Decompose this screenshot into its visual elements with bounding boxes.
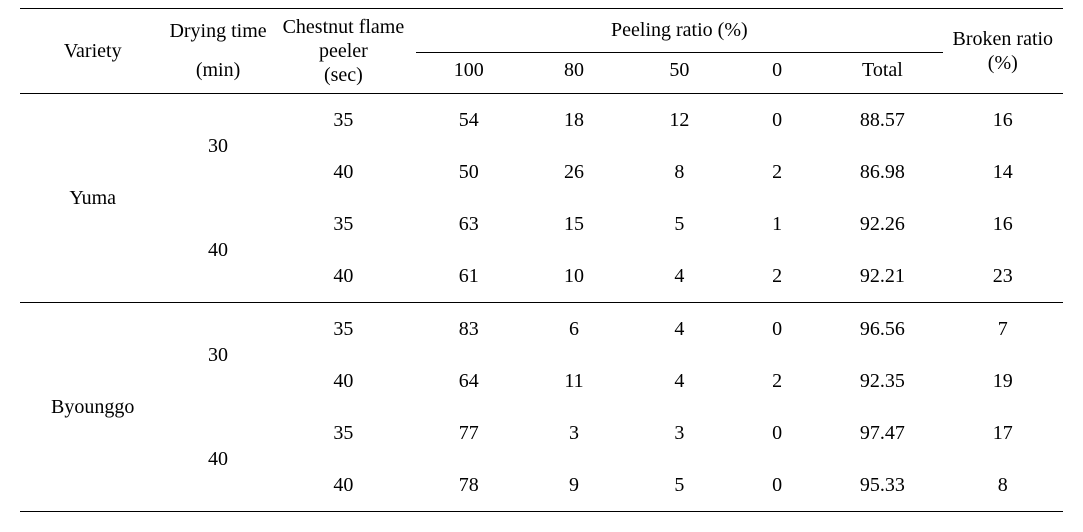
cell-p0: 0 bbox=[732, 407, 822, 459]
cell-total: 86.98 bbox=[822, 146, 942, 198]
table-row: 40 35 63 15 5 1 92.26 16 bbox=[20, 198, 1063, 250]
col-peeling-0: 0 bbox=[732, 52, 822, 93]
cell-p50: 5 bbox=[627, 459, 732, 512]
col-drying-time-label: Drying time bbox=[165, 9, 270, 53]
col-broken-unit: (%) bbox=[988, 52, 1018, 74]
cell-p80: 3 bbox=[521, 407, 626, 459]
table-row: 40 35 77 3 3 0 97.47 17 bbox=[20, 407, 1063, 459]
cell-p50: 4 bbox=[627, 355, 732, 407]
cell-p50: 4 bbox=[627, 250, 732, 303]
cell-broken: 16 bbox=[943, 94, 1063, 147]
cell-p0: 2 bbox=[732, 146, 822, 198]
cell-p80: 15 bbox=[521, 198, 626, 250]
cell-p50: 4 bbox=[627, 303, 732, 356]
cell-broken: 23 bbox=[943, 250, 1063, 303]
cell-p0: 2 bbox=[732, 250, 822, 303]
cell-p0: 0 bbox=[732, 459, 822, 512]
table-container: Variety Drying time Chestnut flame peele… bbox=[0, 0, 1083, 532]
cell-p100: 77 bbox=[416, 407, 521, 459]
col-peeling-50: 50 bbox=[627, 52, 732, 93]
cell-p80: 6 bbox=[521, 303, 626, 356]
cell-peeler: 40 bbox=[271, 250, 416, 303]
cell-p0: 0 bbox=[732, 303, 822, 356]
peeling-table: Variety Drying time Chestnut flame peele… bbox=[20, 8, 1063, 512]
cell-peeler: 35 bbox=[271, 198, 416, 250]
cell-p100: 83 bbox=[416, 303, 521, 356]
table-row: Yuma 30 35 54 18 12 0 88.57 16 bbox=[20, 94, 1063, 147]
cell-total: 95.33 bbox=[822, 459, 942, 512]
cell-p50: 5 bbox=[627, 198, 732, 250]
cell-total: 88.57 bbox=[822, 94, 942, 147]
cell-peeler: 40 bbox=[271, 146, 416, 198]
cell-p100: 78 bbox=[416, 459, 521, 512]
cell-total: 92.21 bbox=[822, 250, 942, 303]
cell-total: 96.56 bbox=[822, 303, 942, 356]
cell-p0: 1 bbox=[732, 198, 822, 250]
cell-p80: 18 bbox=[521, 94, 626, 147]
cell-peeler: 35 bbox=[271, 94, 416, 147]
cell-variety: Byounggo bbox=[20, 303, 165, 512]
cell-broken: 17 bbox=[943, 407, 1063, 459]
cell-broken: 14 bbox=[943, 146, 1063, 198]
cell-drying-time: 40 bbox=[165, 407, 270, 512]
cell-drying-time: 30 bbox=[165, 94, 270, 199]
col-broken-header: Broken ratio (%) bbox=[943, 9, 1063, 94]
cell-broken: 8 bbox=[943, 459, 1063, 512]
cell-peeler: 40 bbox=[271, 459, 416, 512]
cell-variety: Yuma bbox=[20, 94, 165, 303]
col-variety: Variety bbox=[20, 9, 165, 94]
col-peeler-header: Chestnut flame peeler (sec) bbox=[271, 9, 416, 94]
cell-p50: 12 bbox=[627, 94, 732, 147]
cell-p80: 9 bbox=[521, 459, 626, 512]
cell-peeler: 35 bbox=[271, 303, 416, 356]
cell-p100: 63 bbox=[416, 198, 521, 250]
cell-peeler: 40 bbox=[271, 355, 416, 407]
col-peeling-ratio-group: Peeling ratio (%) bbox=[416, 9, 942, 53]
cell-broken: 16 bbox=[943, 198, 1063, 250]
col-peeler-unit: (sec) bbox=[324, 64, 363, 86]
cell-total: 92.26 bbox=[822, 198, 942, 250]
cell-total: 92.35 bbox=[822, 355, 942, 407]
cell-peeler: 35 bbox=[271, 407, 416, 459]
cell-p80: 26 bbox=[521, 146, 626, 198]
cell-p0: 2 bbox=[732, 355, 822, 407]
cell-p50: 8 bbox=[627, 146, 732, 198]
col-peeling-100: 100 bbox=[416, 52, 521, 93]
cell-p80: 10 bbox=[521, 250, 626, 303]
cell-broken: 7 bbox=[943, 303, 1063, 356]
cell-total: 97.47 bbox=[822, 407, 942, 459]
cell-drying-time: 30 bbox=[165, 303, 270, 408]
cell-p100: 64 bbox=[416, 355, 521, 407]
cell-drying-time: 40 bbox=[165, 198, 270, 303]
cell-p100: 54 bbox=[416, 94, 521, 147]
col-peeling-80: 80 bbox=[521, 52, 626, 93]
col-peeling-total: Total bbox=[822, 52, 942, 93]
col-drying-time-unit: (min) bbox=[165, 52, 270, 93]
cell-p80: 11 bbox=[521, 355, 626, 407]
table-row: Byounggo 30 35 83 6 4 0 96.56 7 bbox=[20, 303, 1063, 356]
col-peeler-label: Chestnut flame peeler bbox=[283, 16, 405, 62]
cell-broken: 19 bbox=[943, 355, 1063, 407]
cell-p100: 50 bbox=[416, 146, 521, 198]
cell-p0: 0 bbox=[732, 94, 822, 147]
col-broken-label: Broken ratio bbox=[953, 28, 1054, 50]
cell-p50: 3 bbox=[627, 407, 732, 459]
cell-p100: 61 bbox=[416, 250, 521, 303]
